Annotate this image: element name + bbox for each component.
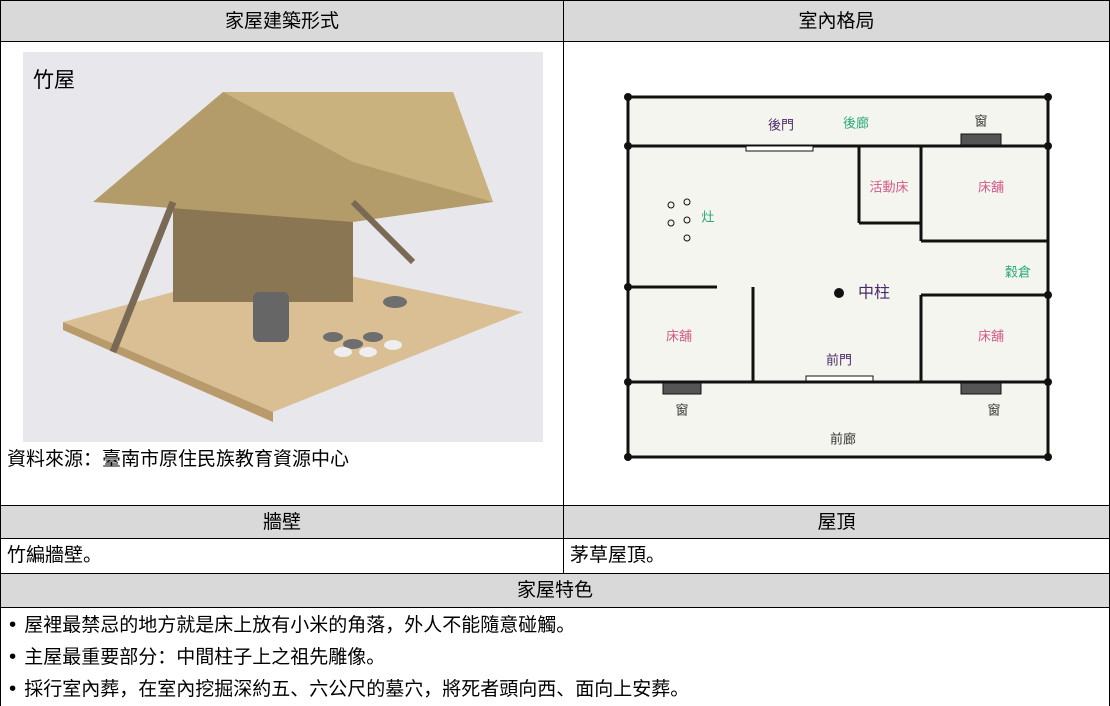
plan-label: 床舖 bbox=[978, 329, 1004, 345]
plan-label: 灶 bbox=[701, 211, 714, 226]
feature-header: 家屋特色 bbox=[0, 573, 1110, 608]
sub-value: 茅草屋頂。 bbox=[563, 538, 1110, 574]
feature-item: • 屋裡最禁忌的地方就是床上放有小米的角落，外人不能隨意碰觸。 bbox=[7, 614, 576, 636]
sub-value: 竹編牆壁。 bbox=[0, 538, 564, 574]
photo-title: 竹屋 bbox=[33, 68, 75, 92]
plan-label: 窗 bbox=[974, 114, 987, 130]
sub-header: 屋頂 bbox=[563, 505, 1110, 539]
feature-list: • 屋裡最禁忌的地方就是床上放有小米的角落，外人不能隨意碰觸。 • 主屋最重要部… bbox=[0, 607, 1110, 706]
plan-label: 活動床 bbox=[869, 181, 908, 196]
plan-label: 中柱 bbox=[858, 283, 890, 302]
floor-plan: 後門 後廊 窗 活動床 床舖 灶 穀倉 中柱 床舖 床舖 前門 窗 窗 前廊 bbox=[624, 93, 1052, 461]
plan-label: 窗 bbox=[675, 403, 688, 419]
plan-label: 窗 bbox=[987, 403, 1000, 419]
plan-cell: 後門 後廊 窗 活動床 床舖 灶 穀倉 中柱 床舖 床舖 前門 窗 窗 前廊 bbox=[563, 41, 1110, 506]
header-cell: 室內格局 bbox=[563, 0, 1110, 42]
plan-label: 後廊 bbox=[843, 116, 869, 132]
feature-text: 主屋最重要部分：中間柱子上之祖先雕像。 bbox=[24, 646, 386, 668]
feature-text: 採行室內葬，在室內挖掘深約五、六公尺的墓穴，將死者頭向西、面向上安葬。 bbox=[24, 678, 690, 700]
plan-label: 穀倉 bbox=[1005, 266, 1031, 281]
header-cell: 家屋建築形式 bbox=[0, 0, 564, 42]
photo-cell: 竹屋 資料來源：臺南市原住民族教育資源中心 bbox=[0, 41, 564, 506]
plan-label: 前廊 bbox=[830, 432, 856, 448]
plan-label: 床舖 bbox=[978, 180, 1004, 196]
feature-text: 屋裡最禁忌的地方就是床上放有小米的角落，外人不能隨意碰觸。 bbox=[24, 614, 576, 636]
plan-label: 床舖 bbox=[666, 329, 692, 345]
feature-item: • 主屋最重要部分：中間柱子上之祖先雕像。 bbox=[7, 646, 386, 668]
plan-label: 後門 bbox=[768, 119, 794, 134]
sub-header: 牆壁 bbox=[0, 505, 564, 539]
hut-photo bbox=[23, 52, 543, 442]
photo-source: 資料來源：臺南市原住民族教育資源中心 bbox=[7, 448, 350, 470]
plan-label: 前門 bbox=[826, 353, 852, 369]
feature-item: • 採行室內葬，在室內挖掘深約五、六公尺的墓穴，將死者頭向西、面向上安葬。 bbox=[7, 678, 690, 700]
